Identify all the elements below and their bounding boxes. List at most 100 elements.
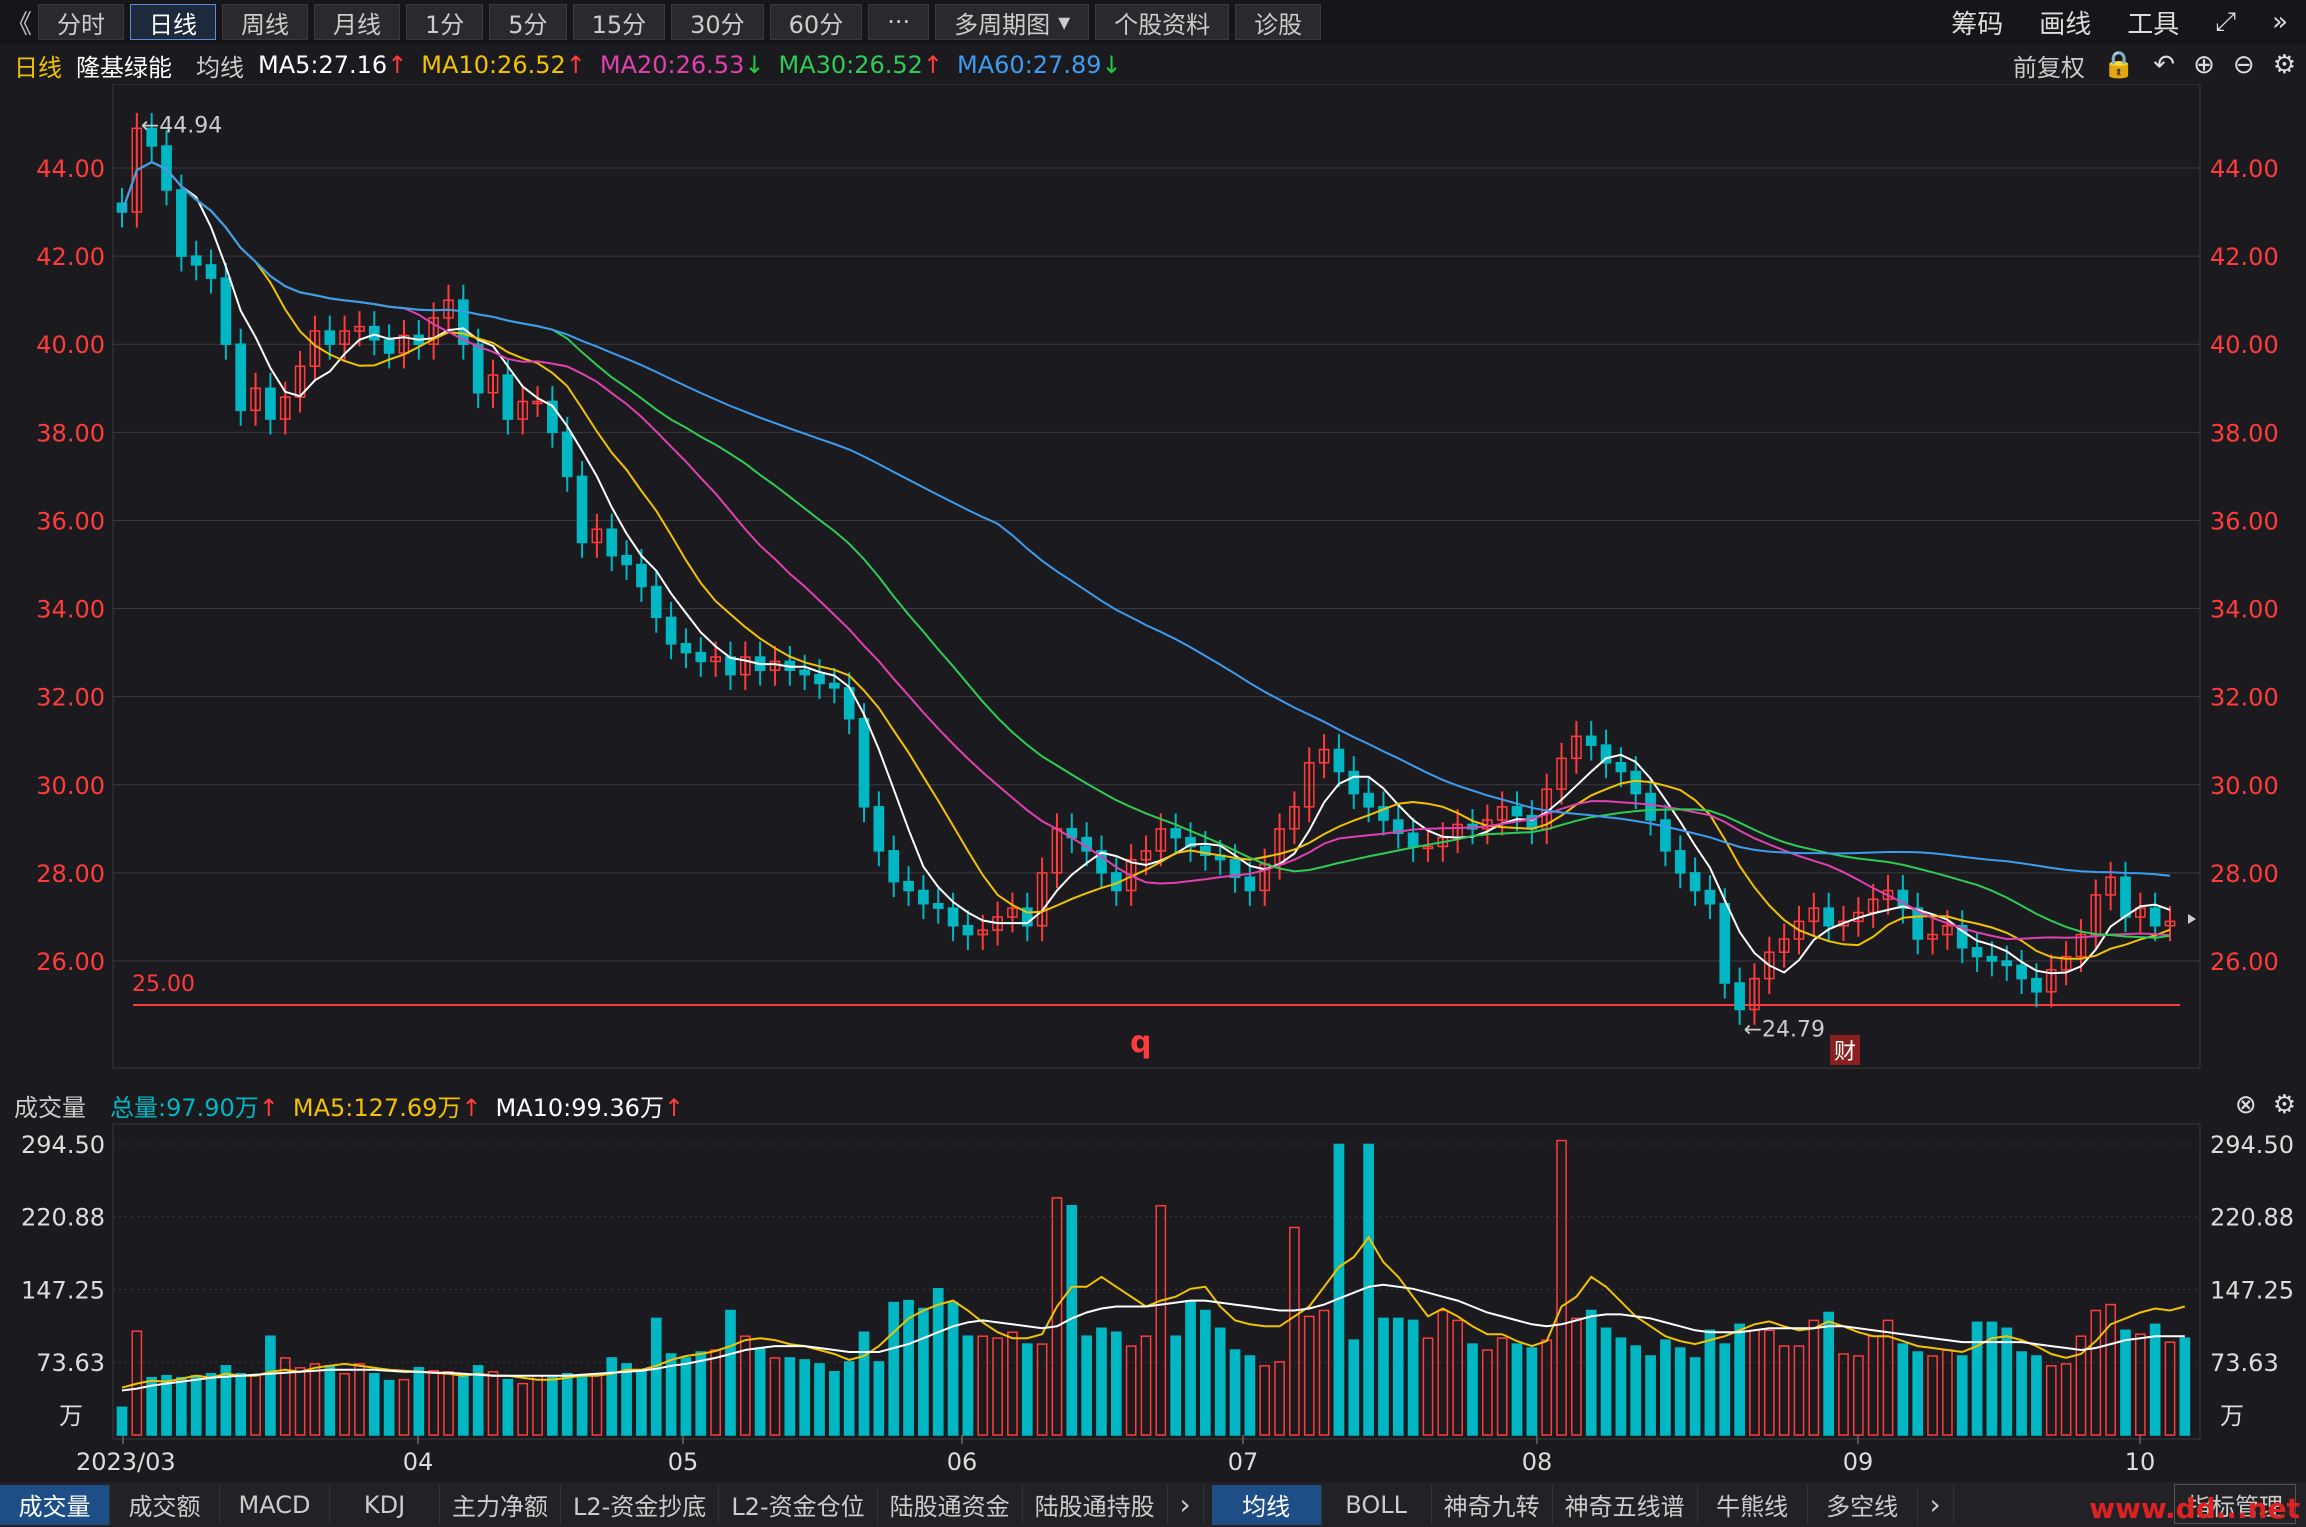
tab-6[interactable]: 15分 <box>572 4 666 40</box>
chevron-right-icon-2[interactable]: › <box>1918 1484 1954 1525</box>
x-label: 08 <box>1522 1448 1553 1476</box>
fullscreen-icon[interactable]: ⤢ <box>2215 6 2237 37</box>
volume-bar <box>947 1301 959 1436</box>
candle-body <box>680 643 692 654</box>
candle-body <box>1392 819 1404 834</box>
candle-body <box>1719 902 1731 984</box>
candle-body <box>1823 907 1835 927</box>
price-tick-left: 42.00 <box>36 243 105 271</box>
indicator-tab-均线[interactable]: 均线 <box>1211 1484 1322 1525</box>
indicator-tab-成交量[interactable]: 成交量 <box>0 1484 110 1525</box>
volume-bar <box>2016 1351 2027 1436</box>
x-label: 04 <box>403 1448 434 1476</box>
volume-bar <box>1600 1327 1612 1436</box>
candle-body <box>1363 792 1374 808</box>
candle-body <box>205 264 217 279</box>
candle-body <box>1021 907 1033 927</box>
candle-body <box>532 400 543 405</box>
volume-bar <box>517 1382 529 1436</box>
indicator-tab-神奇五线谱[interactable]: 神奇五线谱 <box>1553 1484 1698 1525</box>
indicator-tab-L2-资金仓位[interactable]: L2-资金仓位 <box>719 1484 878 1525</box>
settings-icon[interactable]: ⚙ <box>2272 50 2296 80</box>
top-right-tools: 筹码 画线 工具 ⤢ » <box>1933 0 2306 44</box>
candle-body <box>695 651 707 663</box>
indicator-tab-成交额[interactable]: 成交额 <box>110 1484 220 1525</box>
candle-body <box>1007 907 1018 918</box>
tab-12[interactable]: 诊股 <box>1235 4 1322 40</box>
chevron-down-icon: ▾ <box>1058 8 1071 36</box>
support-label: 25.00 <box>132 972 195 997</box>
adjust-label[interactable]: 前复权 <box>2012 53 2085 82</box>
undo-icon[interactable]: ↶ <box>2153 50 2176 80</box>
price-tick-right: 36.00 <box>2210 507 2279 535</box>
indicator-tab-陆股通持股[interactable]: 陆股通持股 <box>1023 1484 1168 1525</box>
expand-icon[interactable]: » <box>2272 7 2288 37</box>
candle-body <box>368 325 380 341</box>
ma-value-1: MA10:26.52↑ <box>421 51 586 79</box>
volume-bar <box>1289 1226 1300 1436</box>
tab-8[interactable]: 60分 <box>769 4 863 40</box>
volume-bar <box>1734 1323 1745 1436</box>
volume-bar <box>1481 1349 1493 1436</box>
tab-2[interactable]: 周线 <box>222 4 308 40</box>
high-label: ←44.94 <box>141 114 222 139</box>
volume-ma10-line <box>121 1283 2185 1392</box>
indicator-tab-主力净额[interactable]: 主力净额 <box>440 1484 561 1525</box>
top-tool-0[interactable]: 筹码 <box>1951 9 2004 40</box>
tab-0[interactable]: 分时 <box>38 4 124 40</box>
volume-bar <box>1036 1343 1048 1436</box>
candle-body <box>977 929 989 936</box>
top-tool-2[interactable]: 工具 <box>2127 9 2180 40</box>
indicator-tab-多空线[interactable]: 多空线 <box>1808 1484 1918 1525</box>
volume-bar <box>279 1357 291 1436</box>
volume-bar <box>1897 1343 1909 1436</box>
lock-icon[interactable]: 🔒 <box>2102 50 2136 80</box>
candle-body <box>814 673 825 685</box>
tab-3[interactable]: 月线 <box>314 4 400 40</box>
tab-11[interactable]: 个股资料 <box>1095 4 1230 40</box>
volume-bar <box>339 1372 350 1436</box>
zoom-out-icon[interactable]: ⊖ <box>2232 50 2255 80</box>
volume-bar <box>2001 1327 2013 1436</box>
indicator-tab-陆股通资金[interactable]: 陆股通资金 <box>878 1484 1023 1525</box>
indicator-tab-MACD[interactable]: MACD <box>220 1484 330 1525</box>
volume-bar <box>235 1372 247 1436</box>
stock-name[interactable]: 隆基绿能 <box>76 53 172 82</box>
ma-label[interactable]: 均线 <box>196 53 244 82</box>
volume-bar <box>1348 1339 1360 1436</box>
zoom-in-icon[interactable]: ⊕ <box>2193 50 2215 80</box>
tab-1[interactable]: 日线 <box>130 4 216 40</box>
chevron-right-icon[interactable]: › <box>1168 1484 1204 1525</box>
marker-cai-bg <box>1830 1035 1860 1065</box>
volume-bar <box>502 1378 514 1436</box>
price-tick-right: 42.00 <box>2210 243 2279 271</box>
top-tool-1[interactable]: 画线 <box>2039 9 2092 40</box>
tab-5[interactable]: 5分 <box>489 4 567 40</box>
volume-bar <box>665 1353 677 1436</box>
tab-4[interactable]: 1分 <box>406 4 484 40</box>
indicator-tab-BOLL[interactable]: BOLL <box>1322 1484 1432 1525</box>
back-icon[interactable]: 《 <box>5 9 32 40</box>
candle-body <box>1763 951 1775 980</box>
tab-10[interactable]: 多周期图 ▾ <box>935 4 1090 40</box>
volume-bar <box>1318 1309 1330 1436</box>
volume-tick-right: 294.50 <box>2210 1131 2294 1159</box>
indicator-tab-牛熊线[interactable]: 牛熊线 <box>1698 1484 1808 1525</box>
candle-body <box>1600 744 1612 764</box>
volume-bar <box>903 1299 914 1436</box>
volume-bar <box>725 1309 736 1436</box>
ma-value-4: MA60:27.89↓ <box>957 51 1122 79</box>
kline-chart[interactable]: 44.00 44.00 42.00 42.00 40.00 40.00 38.00 38.00… <box>0 84 2306 1482</box>
indicator-tab-神奇九转[interactable]: 神奇九转 <box>1432 1484 1553 1525</box>
volume-bar <box>2075 1335 2087 1436</box>
candle-body <box>131 127 143 213</box>
volume-bar <box>2149 1323 2161 1436</box>
tab-7[interactable]: 30分 <box>671 4 764 40</box>
indicator-manage-button[interactable]: 指标管理 <box>2174 1484 2296 1524</box>
close-icon[interactable]: ⊗ <box>2234 1090 2257 1120</box>
indicator-tab-KDJ[interactable]: KDJ <box>330 1484 440 1525</box>
indicator-tab-L2-资金抄底[interactable]: L2-资金抄底 <box>561 1484 720 1525</box>
volume-settings-icon[interactable]: ⚙ <box>2272 1090 2296 1120</box>
tab-9[interactable]: ··· <box>868 4 930 40</box>
volume-bar <box>1674 1347 1686 1436</box>
